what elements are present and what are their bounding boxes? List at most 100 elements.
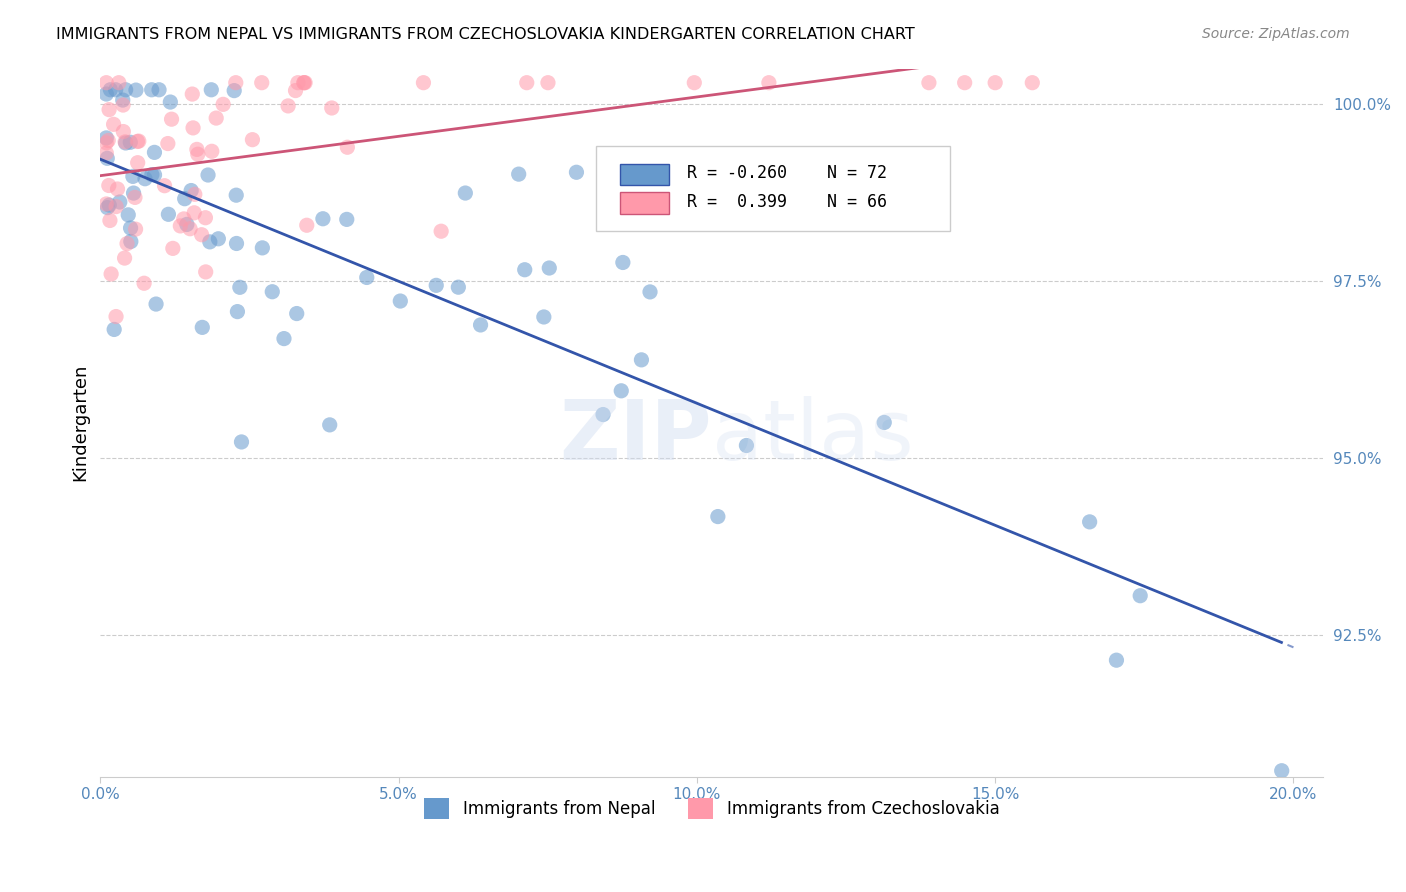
Immigrants from Czechoslovakia (918, 76, 941, 90)
Immigrants from Czechoslovakia (953, 76, 976, 90)
Immigrants from Nepal (122, 169, 145, 184)
Immigrants from Czechoslovakia (683, 76, 706, 90)
Immigrants from Czechoslovakia (250, 76, 273, 90)
Immigrants from Nepal (225, 236, 247, 251)
Immigrants from Nepal (96, 152, 118, 166)
Immigrants from Czechoslovakia (537, 76, 560, 90)
Immigrants from Nepal (425, 278, 447, 293)
Immigrants from Nepal (735, 438, 758, 452)
Immigrants from Nepal (159, 95, 181, 109)
Immigrants from Nepal (356, 270, 378, 285)
Bar (620, 164, 669, 186)
Immigrants from Czechoslovakia (114, 251, 136, 265)
Immigrants from Czechoslovakia (107, 182, 129, 196)
Immigrants from Czechoslovakia (96, 76, 118, 90)
Immigrants from Nepal (1105, 653, 1128, 667)
Text: Source: ZipAtlas.com: Source: ZipAtlas.com (1202, 27, 1350, 41)
Immigrants from Nepal (612, 255, 634, 269)
Immigrants from Nepal (1271, 764, 1294, 778)
Text: IMMIGRANTS FROM NEPAL VS IMMIGRANTS FROM CZECHOSLOVAKIA KINDERGARTEN CORRELATION: IMMIGRANTS FROM NEPAL VS IMMIGRANTS FROM… (56, 27, 915, 42)
Immigrants from Czechoslovakia (115, 236, 138, 251)
Immigrants from Czechoslovakia (184, 187, 207, 202)
Immigrants from Czechoslovakia (114, 135, 136, 149)
Immigrants from Nepal (207, 232, 229, 246)
Immigrants from Nepal (100, 83, 122, 97)
Text: ZIP: ZIP (560, 396, 711, 477)
Immigrants from Nepal (638, 285, 661, 299)
Immigrants from Czechoslovakia (124, 222, 146, 236)
Immigrants from Nepal (508, 167, 530, 181)
Immigrants from Nepal (176, 218, 198, 232)
Immigrants from Czechoslovakia (190, 227, 212, 242)
Text: R = -0.260    N = 72: R = -0.260 N = 72 (688, 164, 887, 182)
Immigrants from Czechoslovakia (127, 135, 149, 149)
Immigrants from Czechoslovakia (173, 211, 195, 226)
Immigrants from Czechoslovakia (112, 98, 135, 112)
Immigrants from Nepal (120, 221, 142, 235)
Immigrants from Nepal (141, 83, 163, 97)
Immigrants from Czechoslovakia (96, 136, 118, 150)
Immigrants from Czechoslovakia (124, 190, 146, 204)
Immigrants from Czechoslovakia (96, 146, 118, 161)
Immigrants from Czechoslovakia (984, 76, 1007, 90)
Immigrants from Czechoslovakia (153, 178, 176, 193)
Immigrants from Nepal (191, 320, 214, 334)
Immigrants from Czechoslovakia (321, 101, 343, 115)
Immigrants from Czechoslovakia (112, 124, 135, 138)
Immigrants from Nepal (122, 186, 145, 200)
Immigrants from Nepal (157, 207, 180, 221)
Immigrants from Nepal (120, 136, 142, 150)
Immigrants from Czechoslovakia (169, 219, 191, 233)
Immigrants from Nepal (114, 136, 136, 150)
Immigrants from Nepal (454, 186, 477, 200)
Immigrants from Czechoslovakia (294, 76, 316, 90)
Immigrants from Nepal (225, 188, 247, 202)
Immigrants from Nepal (125, 83, 148, 97)
Immigrants from Czechoslovakia (128, 134, 150, 148)
Immigrants from Czechoslovakia (758, 76, 780, 90)
Immigrants from Nepal (145, 297, 167, 311)
Immigrants from Czechoslovakia (295, 219, 318, 233)
Immigrants from Nepal (143, 145, 166, 160)
Immigrants from Nepal (252, 241, 274, 255)
FancyBboxPatch shape (596, 146, 950, 231)
Immigrants from Czechoslovakia (205, 111, 228, 125)
Immigrants from Nepal (513, 262, 536, 277)
Immigrants from Czechoslovakia (162, 241, 184, 255)
Immigrants from Nepal (610, 384, 633, 398)
Immigrants from Nepal (104, 83, 127, 97)
Immigrants from Nepal (180, 184, 202, 198)
Immigrants from Czechoslovakia (96, 197, 118, 211)
Immigrants from Nepal (148, 83, 170, 97)
Immigrants from Czechoslovakia (97, 178, 120, 193)
Immigrants from Nepal (592, 408, 614, 422)
Immigrants from Nepal (103, 322, 125, 336)
Immigrants from Nepal (1129, 589, 1152, 603)
Immigrants from Czechoslovakia (187, 147, 209, 161)
Immigrants from Czechoslovakia (108, 76, 131, 90)
Immigrants from Nepal (96, 87, 118, 101)
Immigrants from Czechoslovakia (201, 145, 224, 159)
Immigrants from Nepal (312, 211, 335, 226)
Text: atlas: atlas (711, 396, 914, 477)
Immigrants from Nepal (111, 93, 134, 107)
Immigrants from Czechoslovakia (181, 87, 204, 101)
Immigrants from Nepal (98, 198, 121, 212)
Immigrants from Nepal (533, 310, 555, 324)
Immigrants from Czechoslovakia (412, 76, 434, 90)
Immigrants from Nepal (231, 434, 253, 449)
Immigrants from Nepal (1078, 515, 1101, 529)
Immigrants from Czechoslovakia (242, 133, 264, 147)
Immigrants from Nepal (141, 168, 163, 182)
Immigrants from Czechoslovakia (212, 97, 235, 112)
Immigrants from Czechoslovakia (156, 136, 179, 151)
Bar (620, 193, 669, 214)
Immigrants from Nepal (117, 208, 139, 222)
Immigrants from Nepal (707, 509, 730, 524)
Immigrants from Nepal (173, 192, 195, 206)
Immigrants from Nepal (470, 318, 492, 332)
Immigrants from Nepal (447, 280, 470, 294)
Immigrants from Nepal (565, 165, 588, 179)
Immigrants from Czechoslovakia (100, 267, 122, 281)
Immigrants from Nepal (336, 212, 359, 227)
